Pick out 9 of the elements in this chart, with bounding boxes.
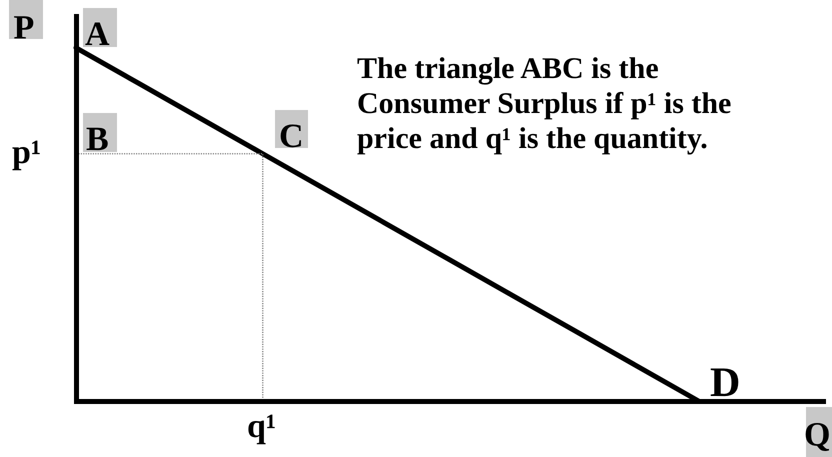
annotation: B bbox=[86, 121, 109, 158]
annotation: D bbox=[710, 360, 740, 406]
annotation: C bbox=[279, 118, 304, 155]
x-axis-title: Q bbox=[804, 416, 830, 454]
annotation: A bbox=[85, 16, 110, 53]
text: q¹ bbox=[247, 408, 276, 445]
y-axis-title: P bbox=[14, 10, 34, 46]
text: p¹ bbox=[12, 134, 42, 171]
annotation: The triangle ABC is the Consumer Surplus if p¹ is the price and q¹ is the quantity. bbox=[357, 52, 732, 155]
